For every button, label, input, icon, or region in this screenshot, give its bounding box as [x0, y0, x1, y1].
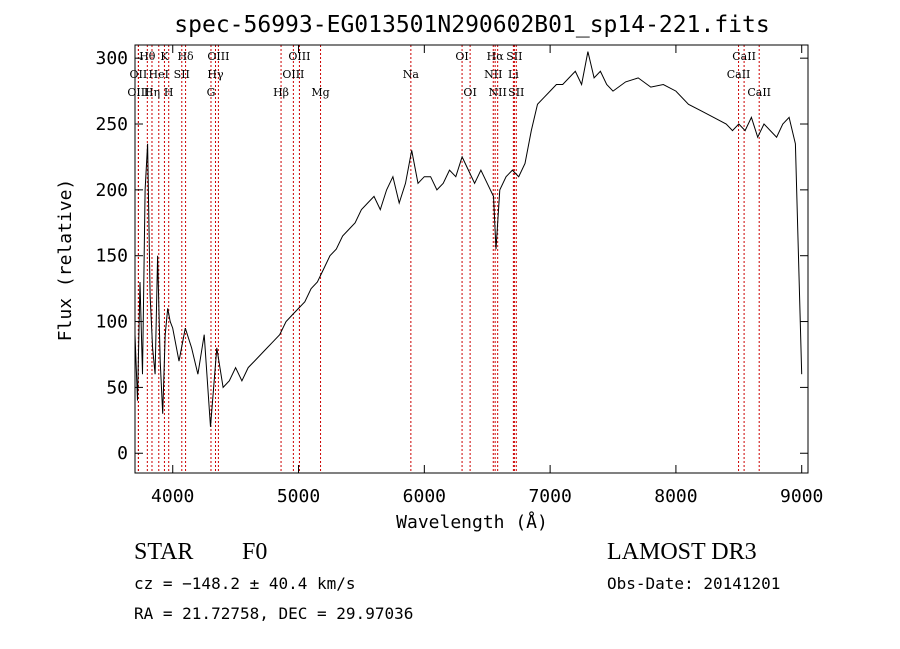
redshift-cz: cz = −148.2 ± 40.4 km/s: [134, 574, 356, 593]
line-label: OI: [463, 86, 476, 99]
line-label: Hγ: [207, 68, 224, 81]
object-subclass: F0: [242, 539, 268, 565]
line-label: OIII: [282, 68, 304, 81]
line-label: OI: [455, 50, 468, 63]
x-axis-label: Wavelength (Å): [396, 511, 548, 533]
line-label: SII: [506, 50, 522, 63]
x-tick-label: 8000: [654, 486, 697, 507]
line-label: Hδ: [177, 50, 194, 63]
y-tick-label: 300: [95, 48, 128, 69]
plot-frame: [134, 44, 809, 474]
observation-date: Obs-Date: 20141201: [607, 574, 781, 593]
survey-name: LAMOST DR3: [607, 539, 757, 565]
spectrum-line: [134, 51, 803, 427]
x-tick-label: 4000: [151, 486, 194, 507]
y-tick-label: 50: [106, 377, 128, 398]
line-label: Hα: [487, 50, 505, 63]
line-label: CaII: [732, 50, 756, 63]
chart-title: spec-56993-EG013501N290602B01_sp14-221.f…: [174, 12, 769, 38]
line-label: CaII: [747, 86, 771, 99]
y-tick-label: 200: [95, 180, 128, 201]
line-label: OIII: [288, 50, 310, 63]
line-label: HeI: [149, 68, 169, 81]
line-label: OIII: [207, 50, 229, 63]
coordinates: RA = 21.72758, DEC = 29.97036: [134, 604, 414, 623]
line-label: Na: [403, 68, 420, 81]
y-axis: 0 50 100 150 200 250 300: [95, 48, 808, 464]
y-tick-label: 100: [95, 312, 128, 333]
y-tick-label: 0: [117, 443, 128, 464]
line-label: Mg: [311, 86, 329, 99]
line-label: Hη: [144, 86, 160, 99]
line-label: NII: [484, 68, 502, 81]
object-class: STAR: [134, 539, 194, 565]
line-markers: [137, 45, 760, 473]
line-label: G: [207, 86, 216, 99]
line-label: SII: [508, 86, 524, 99]
x-tick-label: 9000: [780, 486, 823, 507]
x-axis: 4000 5000 6000 7000 8000 9000: [151, 45, 823, 507]
line-label: CaII: [727, 68, 751, 81]
line-label: NII: [489, 86, 507, 99]
y-tick-label: 150: [95, 246, 128, 267]
line-label: K: [160, 50, 169, 63]
spectrum-chart: spec-56993-EG013501N290602B01_sp14-221.f…: [55, 12, 823, 533]
y-tick-label: 250: [95, 114, 128, 135]
line-label: OIII: [127, 86, 149, 99]
x-tick-label: 5000: [277, 486, 320, 507]
line-label: Hθ: [139, 50, 156, 63]
line-label: Hβ: [273, 86, 289, 99]
line-label: SII: [174, 68, 190, 81]
line-label: H: [164, 86, 174, 99]
y-axis-label: Flux (relative): [55, 179, 76, 342]
line-label: OII: [130, 68, 148, 81]
line-label: Li: [508, 68, 519, 81]
x-tick-label: 7000: [528, 486, 571, 507]
x-tick-label: 6000: [403, 486, 446, 507]
